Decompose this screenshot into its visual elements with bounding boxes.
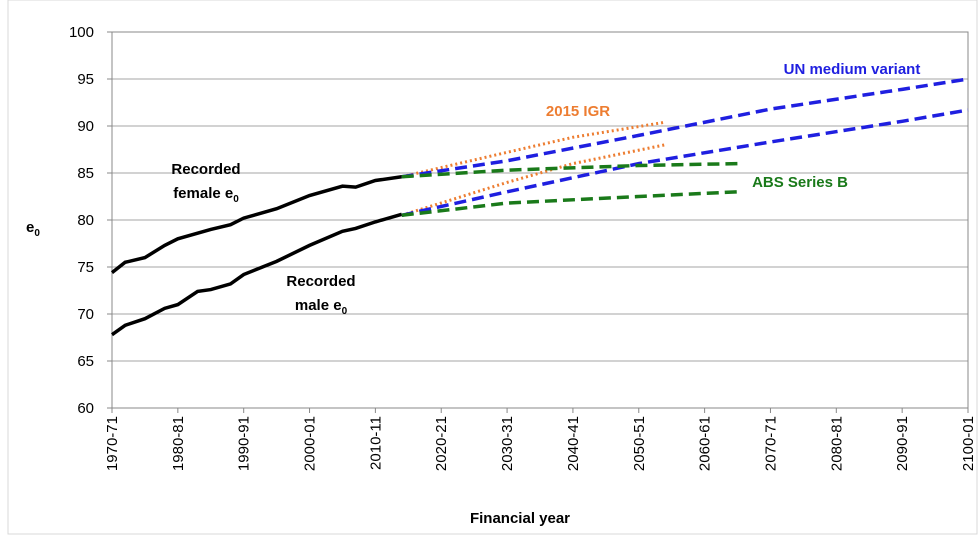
series-line bbox=[401, 77, 969, 179]
annotation-sub: 0 bbox=[342, 306, 348, 317]
x-tick-label: 1990-91 bbox=[236, 416, 253, 471]
y-tick-label: 75 bbox=[77, 259, 94, 276]
annotation-text: female e bbox=[173, 185, 233, 202]
y-tick-label: 70 bbox=[77, 306, 94, 323]
x-tick-label: 1980-81 bbox=[170, 416, 187, 471]
x-axis-label: Financial year bbox=[470, 510, 570, 527]
annotation: 2015 IGR bbox=[546, 103, 610, 120]
series-line bbox=[401, 120, 666, 179]
x-tick-label: 2000-01 bbox=[302, 416, 319, 471]
series-line bbox=[401, 161, 738, 179]
y-tick-label: 80 bbox=[77, 212, 94, 229]
x-tick-label: 2050-51 bbox=[631, 416, 648, 471]
annotation-sub: 0 bbox=[233, 194, 239, 205]
x-tick-label: 2060-61 bbox=[697, 416, 714, 471]
series-line bbox=[110, 212, 403, 337]
series-line bbox=[401, 143, 666, 217]
x-tick-label: 2030-31 bbox=[499, 416, 516, 471]
annotation: Recorded bbox=[286, 273, 355, 290]
annotation-text: ABS Series B bbox=[752, 174, 848, 191]
series-line bbox=[110, 175, 402, 275]
annotation-text: UN medium variant bbox=[784, 61, 921, 78]
x-tick-label: 1970-71 bbox=[104, 416, 121, 471]
y-axis-label-sub: 0 bbox=[34, 228, 40, 239]
annotation: female e0 bbox=[173, 185, 239, 205]
x-tick-label: 2080-81 bbox=[828, 416, 845, 471]
x-tick-label: 2020-21 bbox=[433, 416, 450, 471]
annotation-text: Recorded bbox=[171, 161, 240, 178]
y-axis-label: e0 bbox=[26, 219, 40, 239]
x-tick-label: 2040-41 bbox=[565, 416, 582, 471]
y-tick-label: 85 bbox=[77, 165, 94, 182]
annotation-text: 2015 IGR bbox=[546, 103, 610, 120]
x-tick-label: 2100-01 bbox=[960, 416, 977, 471]
annotation: Recorded bbox=[171, 161, 240, 178]
y-tick-label: 100 bbox=[69, 24, 94, 41]
series-line bbox=[401, 108, 969, 218]
y-tick-label: 60 bbox=[77, 400, 94, 417]
annotation-text: male e bbox=[295, 297, 342, 314]
x-tick-label: 2010-11 bbox=[367, 416, 384, 470]
y-tick-label: 90 bbox=[77, 118, 94, 135]
series-line bbox=[401, 190, 738, 218]
y-tick-label: 65 bbox=[77, 353, 94, 370]
x-tick-label: 2070-71 bbox=[762, 416, 779, 471]
plot-area bbox=[111, 31, 969, 409]
annotation-text: Recorded bbox=[286, 273, 355, 290]
annotation: ABS Series B bbox=[752, 174, 848, 191]
y-tick-label: 95 bbox=[77, 71, 94, 88]
y-axis-label-text: e bbox=[26, 219, 34, 236]
annotation: UN medium variant bbox=[784, 61, 921, 78]
x-tick-label: 2090-91 bbox=[894, 416, 911, 471]
annotation: male e0 bbox=[295, 297, 348, 317]
